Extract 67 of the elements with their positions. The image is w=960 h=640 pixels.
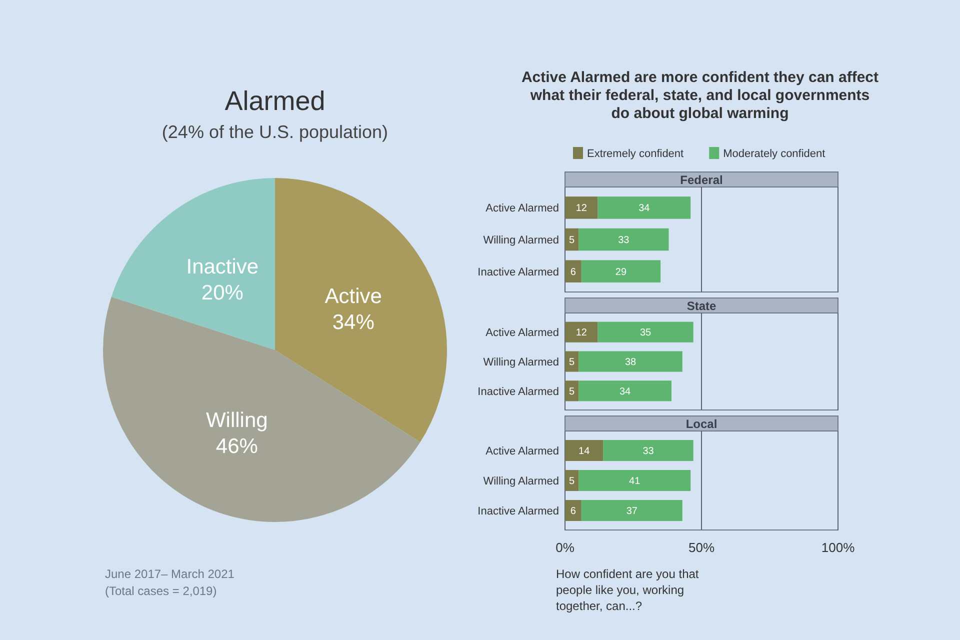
data-label: 14 <box>578 446 590 457</box>
bar <box>578 228 669 251</box>
bar <box>565 500 582 521</box>
text: (Total cases = 2,019) <box>105 584 217 598</box>
bar <box>565 322 598 342</box>
pie-slice <box>111 178 275 350</box>
y-tick-label: Willing Alarmed <box>483 234 559 246</box>
pie-slice <box>275 178 447 442</box>
chart-subtitle: Federal <box>680 173 723 187</box>
data-label: 29 <box>615 266 627 278</box>
bar <box>578 380 672 402</box>
data-label: 38 <box>624 357 637 368</box>
data-label: 33 <box>618 235 630 246</box>
y-tick-label: Inactive Alarmed <box>478 506 559 518</box>
bar <box>565 440 604 461</box>
bar <box>603 440 694 461</box>
data-label: 6 <box>570 506 576 517</box>
chart-title: Local <box>686 417 718 431</box>
data-label: 5 <box>569 476 576 487</box>
data-label: 37 <box>626 506 638 517</box>
bar <box>598 322 694 342</box>
y-tick-label: Willing Alarmed <box>483 356 559 368</box>
text: How confident are you that people like you, working together, can...? <box>556 567 700 613</box>
y-tick-label: Active Alarmed <box>486 327 559 340</box>
slice-label: Inactive <box>186 256 259 279</box>
y-tick-label: Active Alarmed <box>486 446 559 458</box>
data-label: 20% <box>201 282 244 305</box>
data-label: 35 <box>640 328 652 339</box>
y-tick-label: Willing Alarmed <box>483 476 559 488</box>
y-tick-label: Inactive Alarmed <box>478 266 559 278</box>
bar <box>598 196 691 219</box>
data-label: 33 <box>642 446 654 457</box>
data-label: 6 <box>570 266 576 278</box>
bar <box>565 351 579 372</box>
bar <box>581 500 682 521</box>
chart-subtitle: (24% of the U.S. population) <box>162 122 388 142</box>
data-label: 12 <box>576 328 588 339</box>
data-label: 41 <box>629 476 641 487</box>
x-tick-label: 100% <box>821 540 856 555</box>
data-label: 5 <box>569 235 576 246</box>
x-tick-label: 0% <box>556 540 575 555</box>
bar <box>565 228 579 251</box>
y-tick-label: Active Alarmed <box>486 202 559 215</box>
chart-title: State <box>686 299 716 313</box>
legend-label: Extremely confident <box>587 148 684 160</box>
bar <box>581 260 661 282</box>
slice-label: Active <box>324 284 382 308</box>
bar <box>578 351 682 372</box>
slice-label: Willing <box>206 408 268 432</box>
data-label: 5 <box>569 386 576 398</box>
bar <box>565 470 579 491</box>
data-label: 34 <box>638 203 650 214</box>
bar <box>565 196 598 219</box>
bar <box>565 260 582 282</box>
bar <box>565 380 579 402</box>
x-tick-label: 50% <box>688 540 715 555</box>
data-label: 12 <box>576 203 588 214</box>
chart-title: Alarmed <box>224 86 326 116</box>
chart-title: Active Alarmed are more confident they can affect what their federal, state, and local governments do about global warming <box>521 69 879 122</box>
bar <box>578 470 691 491</box>
y-tick-label: Inactive Alarmed <box>478 386 559 398</box>
data-label: 5 <box>569 357 576 368</box>
data-label: 34 <box>619 386 632 398</box>
data-label: 46% <box>216 434 258 458</box>
data-label: 34% <box>332 310 374 334</box>
text: June 2017– March 2021 <box>105 567 235 581</box>
legend-label: Moderately confident <box>723 148 826 160</box>
